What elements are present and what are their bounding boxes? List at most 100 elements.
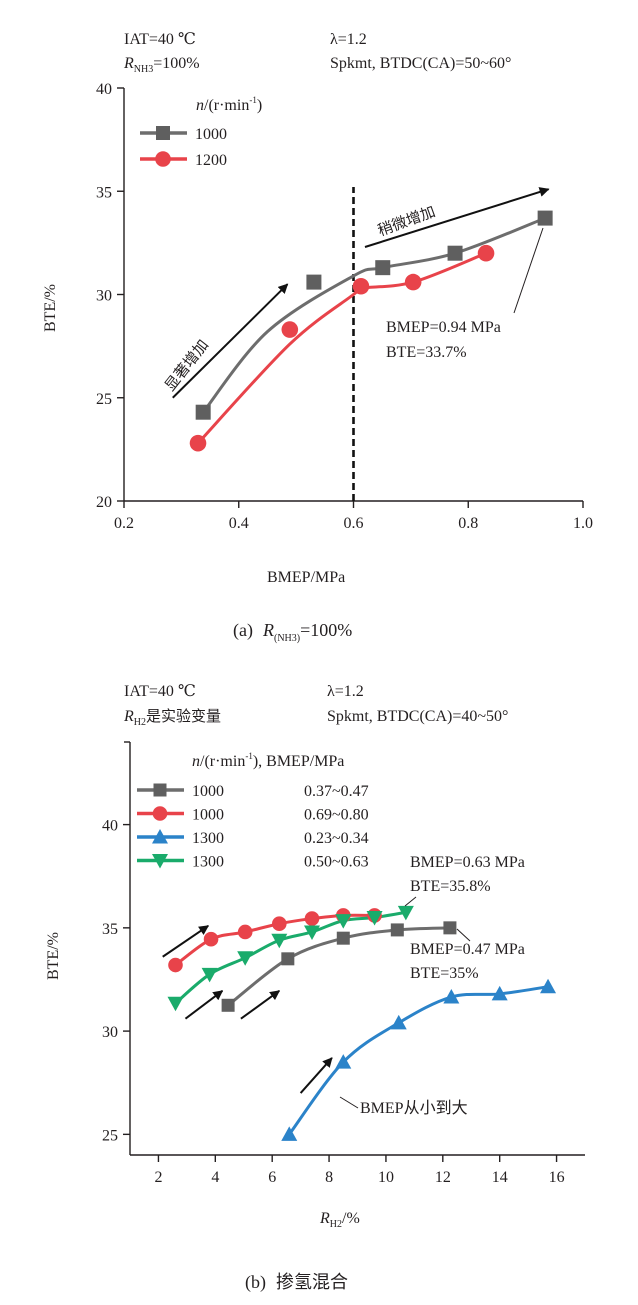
legend-bmep-range: 0.23~0.34 — [304, 830, 369, 847]
data-point-1200 — [404, 273, 422, 291]
chart-a-xlabel: BMEP/MPa — [267, 569, 345, 586]
data-point-1300 — [281, 1126, 298, 1141]
callout-b2-bte: BTE=35% — [410, 965, 479, 982]
callout-b1-bte: BTE=35.8% — [410, 878, 491, 895]
chart-a-axes: 20 25 30 35 40 0.2 0.4 0.6 0.8 1.0 — [96, 81, 593, 532]
trend-arrow — [172, 283, 289, 399]
x-tick-label: 0.6 — [344, 515, 364, 532]
y-tick-label: 35 — [102, 921, 118, 938]
y-tick-label: 20 — [96, 494, 112, 511]
annotation-b-leader — [339, 1096, 359, 1109]
chart-b-ylabel: BTE/% — [45, 932, 62, 980]
data-point-1000 — [443, 921, 457, 935]
legend-marker-1000 — [156, 126, 170, 140]
trend-arrow — [240, 990, 281, 1020]
callout-b1-bmep: BMEP=0.63 MPa — [410, 854, 525, 871]
legend-label: 1200 — [195, 152, 227, 169]
data-point-1000 — [281, 952, 295, 966]
chart-b-xlabel: RH2/% — [319, 1210, 360, 1230]
legend-bmep-range: 0.50~0.63 — [304, 854, 369, 871]
data-point-1000 — [537, 210, 553, 226]
y-tick-label: 25 — [96, 391, 112, 408]
y-tick-label: 30 — [96, 288, 112, 305]
x-tick-label: 4 — [211, 1169, 219, 1186]
annotation-bmep-small-to-large: BMEP从小到大 — [360, 1099, 468, 1117]
data-point-1000 — [221, 998, 235, 1012]
chart-a: IAT=40 ℃ RNH3=100% λ=1.2 Spkmt, BTDC(CA)… — [42, 31, 593, 644]
data-point-1300 — [167, 996, 184, 1012]
legend-label: 1000 — [192, 807, 224, 824]
data-point-1000 — [390, 923, 404, 937]
data-point-1300 — [335, 1054, 352, 1069]
header-b-spark: Spkmt, BTDC(CA)=40~50° — [327, 708, 508, 725]
data-point-1000 — [447, 245, 463, 261]
data-point-1000 — [195, 404, 211, 420]
trend-arrow — [162, 924, 210, 958]
chart-a-ylabel: BTE/% — [42, 284, 59, 332]
header-lambda: λ=1.2 — [330, 31, 367, 48]
data-point-1000 — [306, 274, 322, 290]
x-tick-label: 2 — [154, 1169, 162, 1186]
legend-b-title: n/(r·min-1), BMEP/MPa — [192, 751, 344, 770]
data-point-1200 — [281, 321, 299, 338]
series-line-1000 — [202, 216, 546, 414]
data-point-1000 — [336, 931, 350, 945]
y-tick-label: 30 — [102, 1024, 118, 1041]
chart-a-markers — [189, 210, 553, 452]
data-point-1300 — [237, 951, 254, 966]
data-point-1300 — [397, 905, 414, 921]
chart-a-caption: (a) R(NH3)=100% — [233, 620, 352, 644]
data-point-1000 — [237, 924, 253, 940]
x-tick-label: 1.0 — [573, 515, 593, 532]
chart-b-caption: (b) 掺氢混合 — [245, 1272, 348, 1293]
data-point-1300 — [366, 911, 383, 926]
data-point-1300 — [491, 985, 508, 1001]
data-point-1300 — [540, 978, 557, 994]
trend-arrow — [184, 990, 224, 1020]
legend-label: 1300 — [192, 854, 224, 871]
data-point-1000 — [271, 916, 287, 932]
chart-b-axes: 25 30 35 40 2 4 6 8 10 12 14 16 — [102, 741, 585, 1186]
x-tick-label: 0.8 — [458, 515, 478, 532]
legend-label: 1000 — [195, 126, 227, 143]
data-point-1300 — [304, 925, 320, 940]
legend-bmep-range: 0.37~0.47 — [304, 783, 369, 800]
trend-arrow — [364, 187, 550, 248]
data-point-1200 — [477, 244, 495, 262]
data-point-1300 — [335, 914, 352, 929]
header-ratio: RNH3=100% — [123, 55, 200, 75]
legend-label: 1000 — [192, 783, 224, 800]
chart-b-header: IAT=40 ℃ RH2是实验变量 λ=1.2 Spkmt, BTDC(CA)=… — [123, 683, 508, 728]
trend-arrow — [299, 1057, 333, 1094]
callout-b2-leader — [456, 928, 471, 942]
data-point-1300 — [271, 933, 288, 949]
legend-marker — [152, 806, 168, 821]
x-tick-label: 0.4 — [229, 515, 249, 532]
x-tick-label: 8 — [325, 1169, 333, 1186]
data-point-1000 — [304, 911, 320, 926]
data-point-1300 — [201, 967, 218, 983]
chart-b: IAT=40 ℃ RH2是实验变量 λ=1.2 Spkmt, BTDC(CA)=… — [45, 683, 585, 1293]
callout-b1-leader — [404, 896, 417, 907]
y-tick-label: 35 — [96, 184, 112, 201]
callout-a-bmep: BMEP=0.94 MPa — [386, 319, 501, 336]
legend-marker-1200 — [155, 151, 171, 167]
legend-bmep-range: 0.69~0.80 — [304, 807, 369, 824]
header-iat: IAT=40 ℃ — [124, 31, 196, 48]
legend-a-title: n/(r·min-1) — [196, 95, 262, 114]
x-tick-label: 14 — [492, 1169, 508, 1186]
callout-a-bte: BTE=33.7% — [386, 344, 467, 361]
callout-b2-bmep: BMEP=0.47 MPa — [410, 941, 525, 958]
legend-label: 1300 — [192, 830, 224, 847]
chart-b-legend: n/(r·min-1), BMEP/MPa 1000 0.37~0.47 1000 0… — [137, 751, 369, 871]
data-point-1300 — [443, 989, 460, 1004]
callout-a-leader — [513, 227, 544, 314]
legend-marker — [152, 854, 168, 869]
legend-marker — [152, 829, 168, 844]
chart-a-legend: n/(r·min-1) 1000 1200 — [140, 95, 262, 169]
legend-marker — [153, 783, 167, 797]
y-tick-label: 40 — [96, 81, 112, 98]
data-point-1000 — [168, 957, 183, 973]
chart-b-arrows — [162, 924, 333, 1094]
